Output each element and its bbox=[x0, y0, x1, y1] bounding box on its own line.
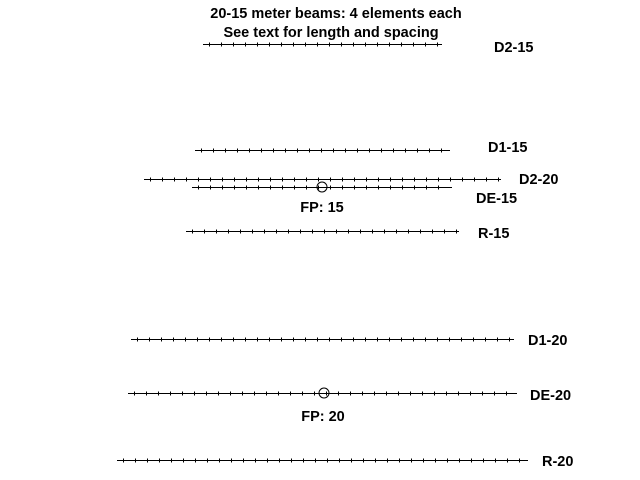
feedpoint-de-15-marker bbox=[316, 181, 328, 193]
element-line-d1-20 bbox=[131, 337, 514, 342]
feedpoint-label-de-15: FP: 15 bbox=[300, 200, 344, 216]
title-line-1: 20-15 meter beams: 4 elements each bbox=[210, 6, 461, 22]
element-label-d1-20: D1-20 bbox=[528, 333, 568, 349]
element-r-15: R-15 bbox=[186, 226, 509, 242]
element-line-de-15 bbox=[192, 185, 452, 190]
element-line-d2-20 bbox=[144, 177, 501, 182]
element-label-d1-15: D1-15 bbox=[488, 140, 528, 156]
feedpoint-de-20-marker bbox=[318, 387, 330, 399]
element-line-r-15 bbox=[186, 229, 459, 234]
element-line-de-20 bbox=[128, 391, 517, 396]
element-d1-15: D1-15 bbox=[195, 140, 528, 156]
element-label-r-20: R-20 bbox=[542, 454, 573, 470]
element-label-d2-20: D2-20 bbox=[519, 172, 559, 188]
element-de-20: FP: 20 DE-20 bbox=[128, 387, 571, 425]
element-label-d2-15: D2-15 bbox=[494, 40, 534, 56]
element-line-r-20 bbox=[117, 458, 528, 463]
element-label-de-20: DE-20 bbox=[530, 388, 571, 404]
element-de-15: FP: 15 DE-15 bbox=[192, 181, 517, 216]
element-d1-20: D1-20 bbox=[131, 333, 568, 349]
element-d2-15: D2-15 bbox=[203, 40, 534, 56]
element-r-20: R-20 bbox=[117, 454, 573, 470]
element-label-de-15: DE-15 bbox=[476, 191, 517, 207]
title-line-2: See text for length and spacing bbox=[223, 25, 438, 41]
element-label-r-15: R-15 bbox=[478, 226, 509, 242]
feedpoint-label-de-20: FP: 20 bbox=[301, 409, 345, 425]
element-line-d2-15 bbox=[203, 42, 442, 47]
element-line-d1-15 bbox=[195, 148, 450, 153]
element-d2-20: D2-20 bbox=[144, 172, 559, 188]
